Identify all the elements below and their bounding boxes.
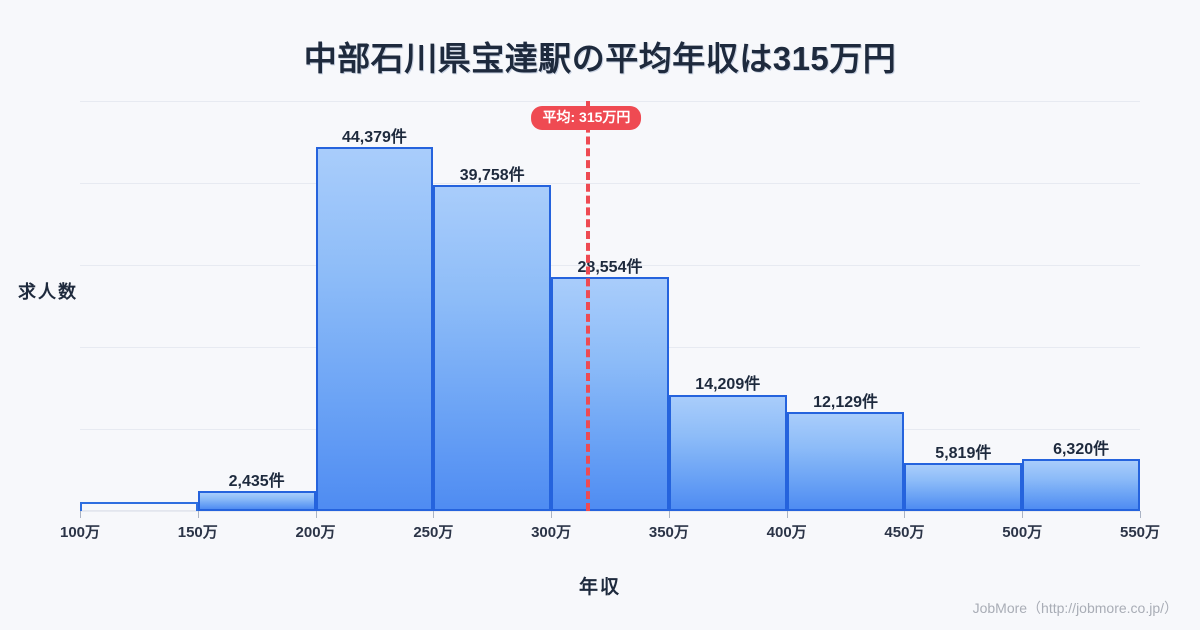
bar-value-label: 6,320件 [1053, 441, 1110, 459]
bar-value-label: 14,209件 [695, 376, 761, 394]
gridline [80, 511, 1140, 512]
x-tick-label: 100万 [59, 524, 101, 541]
x-tick-mark [786, 511, 788, 518]
x-axis-title: 年収 [578, 577, 621, 598]
page-title: 中部石川県宝達駅の平均年収は315万円 [303, 40, 897, 77]
plot-area: 2,435件 44,379件 39,758件 28,554件 14,209件 12,129… [80, 101, 1140, 512]
x-tick-mark [197, 511, 199, 518]
gridline [80, 183, 1140, 184]
average-line [586, 101, 591, 511]
bar-value-label: 39,758件 [459, 166, 525, 184]
x-tick-label: 550万 [1119, 524, 1161, 541]
y-axis-title: 求人数 [18, 282, 78, 302]
histogram-bar[interactable] [197, 491, 316, 511]
x-tick-label: 300万 [531, 524, 572, 541]
gridline [80, 265, 1140, 266]
x-tick-mark [433, 511, 435, 518]
x-tick-mark [315, 511, 317, 518]
x-tick-label: 450万 [884, 524, 925, 541]
footer-credit: JobMore（http://jobmore.co.jp/） [972, 600, 1178, 616]
histogram-bar[interactable] [433, 185, 552, 511]
x-tick-label: 400万 [766, 524, 807, 541]
x-tick-label: 350万 [648, 524, 689, 541]
x-tick-label: 250万 [413, 524, 454, 541]
x-tick-mark [904, 511, 906, 518]
histogram-bar[interactable] [551, 276, 669, 511]
x-tick-mark [551, 511, 553, 518]
x-tick-mark [668, 511, 670, 518]
x-tick-label: 150万 [177, 524, 218, 541]
bar-value-label: 12,129件 [813, 393, 879, 411]
histogram-bar[interactable] [668, 394, 787, 511]
bar-value-label: 2,435件 [228, 473, 285, 491]
x-tick-mark [80, 511, 81, 518]
histogram-bar[interactable] [1022, 459, 1140, 511]
average-badge: 平均: 315万円 [531, 106, 642, 131]
bar-value-label: 5,819件 [935, 445, 992, 463]
x-tick-mark [1022, 511, 1024, 518]
bar-value-label: 28,554件 [577, 258, 643, 276]
histogram-bar[interactable] [80, 502, 198, 511]
histogram-bar[interactable] [904, 463, 1023, 511]
x-tick-mark [1140, 511, 1141, 518]
x-tick-label: 500万 [1002, 524, 1043, 541]
bar-value-label: 44,379件 [341, 129, 407, 147]
histogram-bar[interactable] [315, 147, 434, 511]
gridline [80, 101, 1140, 102]
histogram-bar[interactable] [786, 411, 905, 511]
x-tick-label: 200万 [295, 524, 336, 541]
